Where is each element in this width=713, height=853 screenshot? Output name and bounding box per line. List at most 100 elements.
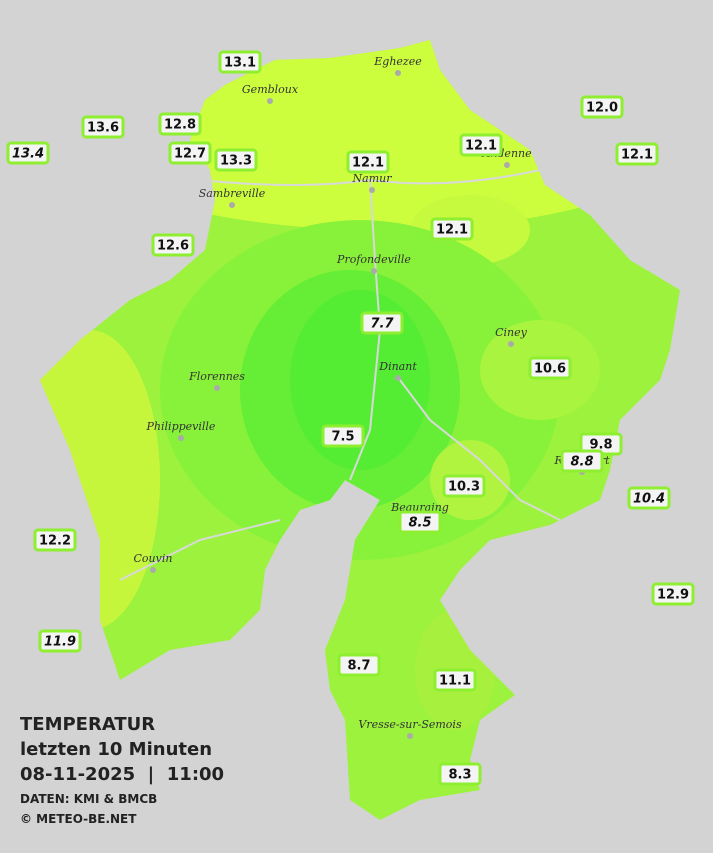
station-box xyxy=(6,141,50,165)
station-box xyxy=(580,95,624,119)
station-value: 12.6 xyxy=(157,239,189,254)
station-box xyxy=(442,474,486,498)
station-value: 7.7 xyxy=(370,317,394,332)
station-box xyxy=(398,510,442,534)
town-label: Sambreville xyxy=(199,187,266,200)
station-value: 12.1 xyxy=(436,223,468,238)
station-box xyxy=(459,133,503,157)
station-box xyxy=(560,449,604,473)
town-dot xyxy=(150,567,156,573)
station-box xyxy=(433,668,477,692)
title: TEMPERATUR xyxy=(20,714,155,735)
station-value: 12.8 xyxy=(164,118,196,133)
station-value: 13.1 xyxy=(224,56,256,71)
station-box xyxy=(627,486,671,510)
station-value: 8.7 xyxy=(347,659,370,674)
station-value: 12.7 xyxy=(174,147,206,162)
station-box xyxy=(214,148,258,172)
station: 13.4 xyxy=(6,141,50,165)
station: 10.6 xyxy=(528,356,572,380)
station-value: 7.5 xyxy=(331,430,354,445)
station: 12.1 xyxy=(459,133,503,157)
station-box xyxy=(346,150,390,174)
town-label: Profondeville xyxy=(336,253,411,266)
town-label: Vresse-sur-Semois xyxy=(358,718,462,731)
town-label: Florennes xyxy=(188,370,245,383)
town-label: Philippeville xyxy=(146,420,216,433)
town-label: Gembloux xyxy=(242,83,299,96)
town-dot xyxy=(407,733,413,739)
station-value: 8.5 xyxy=(408,516,431,531)
town-dot xyxy=(504,162,510,168)
station-value: 10.3 xyxy=(448,480,480,495)
station: 10.3 xyxy=(442,474,486,498)
station-value: 8.3 xyxy=(448,768,471,783)
station-box xyxy=(651,582,695,606)
station-value: 12.1 xyxy=(352,156,384,171)
town-dot xyxy=(395,70,401,76)
station: 12.6 xyxy=(151,233,195,257)
station: 11.9 xyxy=(38,629,82,653)
station: 13.3 xyxy=(214,148,258,172)
station-value: 11.1 xyxy=(439,674,471,689)
station-box xyxy=(81,115,125,139)
station-value: 13.6 xyxy=(87,121,119,136)
station-box xyxy=(430,217,474,241)
town-dot xyxy=(371,268,377,274)
station: 8.5 xyxy=(398,510,442,534)
station: 10.4 xyxy=(627,486,671,510)
town-dot xyxy=(267,98,273,104)
station: 12.0 xyxy=(580,95,624,119)
station-box xyxy=(615,142,659,166)
town-dot xyxy=(214,385,220,391)
station: 7.7 xyxy=(360,311,404,335)
station-value: 12.1 xyxy=(465,139,497,154)
station-box xyxy=(438,762,482,786)
town-dot xyxy=(369,187,375,193)
town-label: Ciney xyxy=(495,326,528,339)
datetime: 08-11-2025 | 11:00 xyxy=(20,764,224,785)
station-value: 13.3 xyxy=(220,154,252,169)
station-box xyxy=(337,653,381,677)
station: 8.8 xyxy=(560,449,604,473)
copyright: © METEO-BE.NET xyxy=(20,812,137,826)
station-box xyxy=(158,112,202,136)
station-value: 11.9 xyxy=(44,635,76,650)
station-box xyxy=(528,356,572,380)
station-value: 12.9 xyxy=(657,588,689,603)
town-label: Dinant xyxy=(378,360,417,373)
station-value: 10.4 xyxy=(633,492,665,507)
station: 12.1 xyxy=(346,150,390,174)
station-value: 8.8 xyxy=(570,455,593,470)
station-box xyxy=(151,233,195,257)
station-value: 13.4 xyxy=(12,147,44,162)
subtitle: letzten 10 Minuten xyxy=(20,739,212,760)
station-value: 12.0 xyxy=(586,101,618,116)
town-label: Namur xyxy=(352,172,393,185)
station-box xyxy=(360,311,404,335)
town-label: Couvin xyxy=(134,552,173,565)
town-dot xyxy=(229,202,235,208)
station: 11.1 xyxy=(433,668,477,692)
station-box xyxy=(38,629,82,653)
town-dot xyxy=(395,375,401,381)
station-box xyxy=(218,50,262,74)
station: 12.7 xyxy=(168,141,212,165)
station: 12.1 xyxy=(615,142,659,166)
station-value: 9.8 xyxy=(589,438,612,453)
station-box xyxy=(321,424,365,448)
station: 8.7 xyxy=(337,653,381,677)
town-label: Eghezee xyxy=(373,55,422,68)
station-box xyxy=(33,528,77,552)
station: 7.5 xyxy=(321,424,365,448)
station: 12.1 xyxy=(430,217,474,241)
town-dot xyxy=(508,341,514,347)
station: 12.2 xyxy=(33,528,77,552)
station: 12.9 xyxy=(651,582,695,606)
station: 13.1 xyxy=(218,50,262,74)
station: 9.8 xyxy=(579,432,623,456)
source: DATEN: KMI & BMCB xyxy=(20,792,157,806)
station: 8.3 xyxy=(438,762,482,786)
station-value: 12.2 xyxy=(39,534,71,549)
station: 13.6 xyxy=(81,115,125,139)
